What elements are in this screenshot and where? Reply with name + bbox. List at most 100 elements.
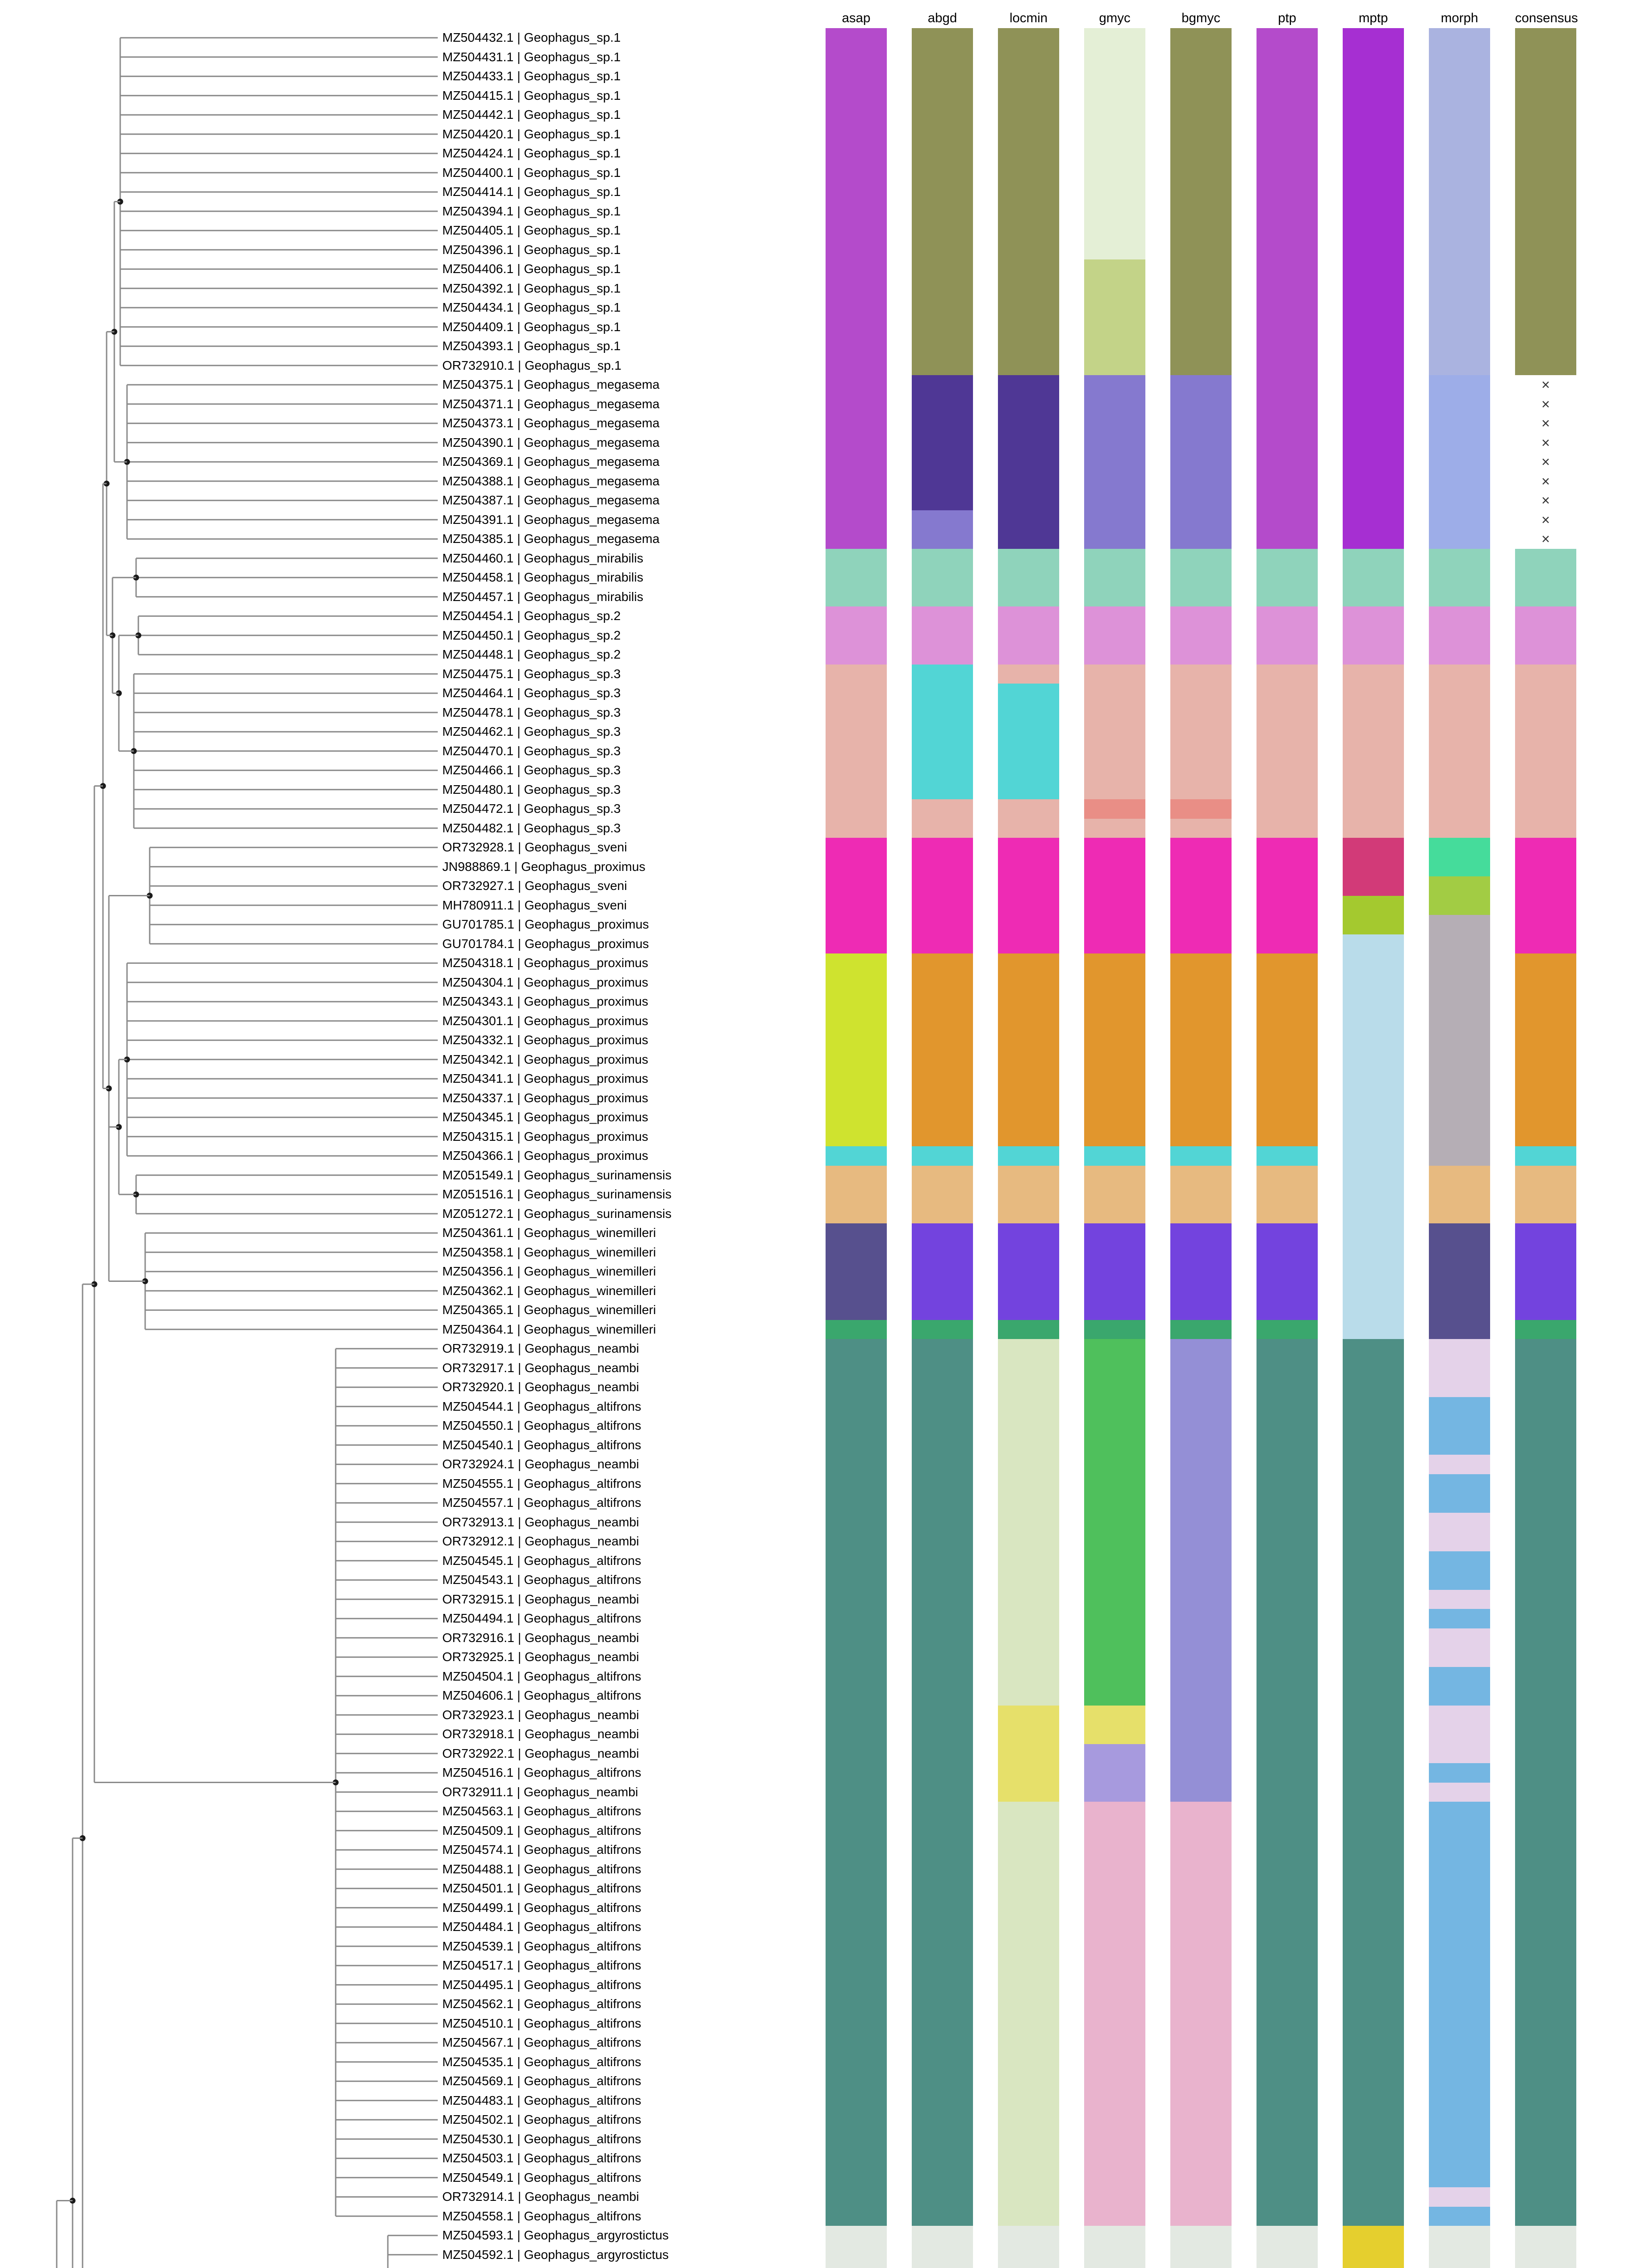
tip-label: MZ504343.1 | Geophagus_proximus — [442, 994, 648, 1008]
tip-label: MZ504458.1 | Geophagus_mirabilis — [442, 570, 644, 584]
tip-label: OR732924.1 | Geophagus_neambi — [442, 1457, 639, 1471]
tip-label: MZ504341.1 | Geophagus_proximus — [442, 1071, 648, 1085]
matrix-cell — [1429, 1339, 1490, 1397]
tip-label: MZ504501.1 | Geophagus_altifrons — [442, 1881, 641, 1895]
matrix-cell — [998, 838, 1059, 953]
tip-label: MZ504574.1 | Geophagus_altifrons — [442, 1843, 641, 1857]
tip-label: MZ504390.1 | Geophagus_megasema — [442, 435, 660, 450]
matrix-cell — [1429, 2206, 1490, 2226]
matrix-cell — [1257, 1339, 1318, 2226]
matrix-cell — [1429, 876, 1490, 915]
tip-label: MZ504371.1 | Geophagus_megasema — [442, 396, 660, 411]
tip-label: MZ504337.1 | Geophagus_proximus — [442, 1090, 648, 1105]
matrix-cell — [1429, 2226, 1490, 2268]
tip-label: MZ504530.1 | Geophagus_altifrons — [442, 2131, 641, 2146]
tip-label: OR732912.1 | Geophagus_neambi — [442, 1534, 639, 1548]
matrix-cell — [1084, 259, 1145, 375]
consensus-missing-mark: × — [1541, 454, 1550, 470]
tip-label: MZ504356.1 | Geophagus_winemilleri — [442, 1264, 656, 1278]
matrix-cell — [998, 1165, 1059, 1223]
matrix-cell — [912, 510, 973, 549]
matrix-cell — [1170, 1165, 1232, 1223]
matrix-cell — [998, 1705, 1059, 1802]
matrix-cell — [1515, 548, 1576, 606]
tip-label: MZ504301.1 | Geophagus_proximus — [442, 1013, 648, 1028]
tip-label: MZ504539.1 | Geophagus_altifrons — [442, 1939, 641, 1953]
matrix-cell — [1429, 1609, 1490, 1628]
tip-label: OR732923.1 | Geophagus_neambi — [442, 1707, 639, 1722]
matrix-cell — [912, 1320, 973, 1339]
tip-label: OR732928.1 | Geophagus_sveni — [442, 840, 627, 854]
matrix-cell — [1084, 1744, 1145, 1802]
tip-label: MZ504606.1 | Geophagus_altifrons — [442, 1688, 641, 1702]
matrix-cell — [1170, 548, 1232, 606]
tip-label: OR732925.1 | Geophagus_neambi — [442, 1650, 639, 1664]
matrix-cell — [826, 664, 887, 838]
matrix-cell — [826, 1339, 887, 2226]
tip-label: MZ504557.1 | Geophagus_altifrons — [442, 1496, 641, 1510]
tip-label: MZ504569.1 | Geophagus_altifrons — [442, 2074, 641, 2088]
matrix-column-bgmyc — [1170, 28, 1232, 2268]
tip-label: OR732916.1 | Geophagus_neambi — [442, 1630, 639, 1645]
tip-label: MZ504414.1 | Geophagus_sp.1 — [442, 185, 621, 199]
matrix-cell — [998, 1146, 1059, 1166]
matrix-column-mptp — [1343, 28, 1404, 2268]
matrix-cell — [1170, 1320, 1232, 1339]
column-header-mptp: mptp — [1359, 11, 1388, 25]
matrix-cell — [1429, 1705, 1490, 1763]
tip-label: OR732911.1 | Geophagus_neambi — [442, 1784, 638, 1799]
matrix-cell — [1429, 1802, 1490, 2187]
matrix-cell — [1084, 606, 1145, 665]
tip-label: MZ504504.1 | Geophagus_altifrons — [442, 1669, 641, 1683]
matrix-cell — [912, 2226, 973, 2268]
matrix-cell — [1515, 1223, 1576, 1320]
matrix-cell — [1084, 1705, 1145, 1744]
tip-label: MZ504454.1 | Geophagus_sp.2 — [442, 609, 621, 623]
matrix-cell — [1257, 838, 1318, 953]
column-header-abgd: abgd — [928, 11, 957, 25]
tip-label: MZ504543.1 | Geophagus_altifrons — [442, 1573, 641, 1587]
matrix-cell — [912, 953, 973, 1146]
matrix-cell — [998, 664, 1059, 684]
tip-label: MZ504483.1 | Geophagus_altifrons — [442, 2093, 641, 2107]
matrix-cell — [1084, 1146, 1145, 1166]
tip-label: MZ504385.1 | Geophagus_megasema — [442, 532, 660, 546]
matrix-cell — [1084, 1165, 1145, 1223]
matrix-cell — [998, 1802, 1059, 2226]
matrix-cell — [1170, 1802, 1232, 2226]
matrix-cell — [1170, 838, 1232, 953]
matrix-cell — [1429, 915, 1490, 1166]
matrix-cell — [1257, 1223, 1318, 1320]
tip-label: MZ504550.1 | Geophagus_altifrons — [442, 1418, 641, 1432]
matrix-column-consensus: × × × × × × × × × — [1515, 28, 1576, 2268]
tip-label: MZ504594.1 | Geophagus_argyrostictus — [442, 2264, 669, 2268]
tip-label: MZ504499.1 | Geophagus_altifrons — [442, 1900, 641, 1915]
consensus-missing-mark: × — [1541, 473, 1550, 489]
tip-label: MZ504448.1 | Geophagus_sp.2 — [442, 647, 621, 661]
matrix-cell — [912, 28, 973, 375]
column-header-locmin: locmin — [1009, 11, 1048, 25]
tip-label: MZ504464.1 | Geophagus_sp.3 — [442, 686, 621, 700]
tip-label: MZ504558.1 | Geophagus_altifrons — [442, 2209, 641, 2223]
tip-label: MZ504494.1 | Geophagus_altifrons — [442, 1611, 641, 1625]
tip-label: MZ504318.1 | Geophagus_proximus — [442, 956, 648, 970]
matrix-cell — [912, 606, 973, 665]
tip-label: OR732910.1 | Geophagus_sp.1 — [442, 358, 621, 372]
matrix-cell — [998, 1223, 1059, 1320]
tip-label: MZ504392.1 | Geophagus_sp.1 — [442, 281, 621, 295]
column-header-consensus: consensus — [1515, 11, 1578, 25]
tip-label: OR732915.1 | Geophagus_neambi — [442, 1592, 639, 1606]
tip-label: MH780911.1 | Geophagus_sveni — [442, 898, 627, 912]
tip-label: MZ504475.1 | Geophagus_sp.3 — [442, 666, 621, 681]
tip-label: MZ504460.1 | Geophagus_mirabilis — [442, 551, 644, 565]
matrix-cell — [912, 1339, 973, 2226]
tip-label: MZ504470.1 | Geophagus_sp.3 — [442, 743, 621, 758]
tip-label: OR732913.1 | Geophagus_neambi — [442, 1515, 639, 1529]
matrix-cell — [1084, 818, 1145, 838]
matrix-cell — [826, 2226, 887, 2268]
matrix-cell — [1429, 606, 1490, 665]
tip-label: MZ504549.1 | Geophagus_altifrons — [442, 2170, 641, 2185]
tip-label: MZ504563.1 | Geophagus_altifrons — [442, 1804, 641, 1818]
matrix-cell — [1515, 375, 1576, 549]
matrix-cell — [1429, 838, 1490, 876]
